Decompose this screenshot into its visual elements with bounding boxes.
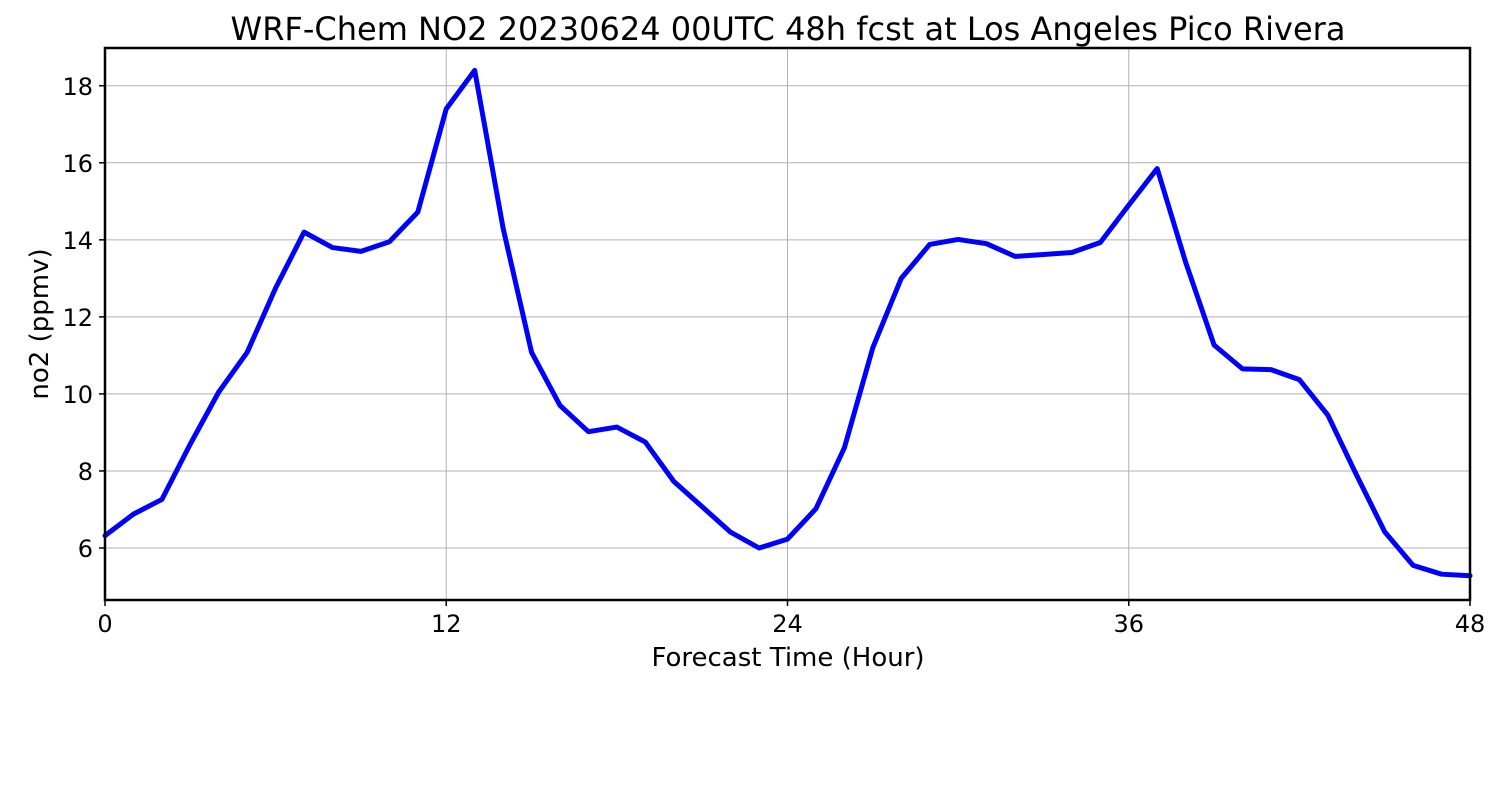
y-tick-label: 16: [62, 150, 93, 178]
x-axis-label: Forecast Time (Hour): [651, 643, 924, 673]
chart-title: WRF-Chem NO2 20230624 00UTC 48h fcst at …: [231, 10, 1346, 48]
x-tick-label: 24: [772, 610, 803, 638]
x-tick-label: 36: [1113, 610, 1144, 638]
grid: [104, 48, 1471, 600]
x-tick-label: 12: [431, 610, 462, 638]
x-tick-label: 48: [1455, 610, 1486, 638]
y-axis-label: no2 (ppmv): [25, 248, 55, 399]
y-axis: 6 8 10 12 14 16 18: [62, 73, 105, 563]
y-tick-label: 18: [62, 73, 93, 101]
series-line: [102, 67, 1473, 579]
y-tick-label: 6: [78, 535, 93, 563]
x-tick-label: 0: [97, 610, 112, 638]
y-tick-label: 8: [78, 458, 93, 486]
x-axis: 0 12 24 36 48: [97, 600, 1485, 638]
y-tick-label: 10: [62, 381, 93, 409]
y-tick-label: 14: [62, 227, 93, 255]
y-tick-label: 12: [62, 304, 93, 332]
series-layer: [102, 67, 1473, 579]
